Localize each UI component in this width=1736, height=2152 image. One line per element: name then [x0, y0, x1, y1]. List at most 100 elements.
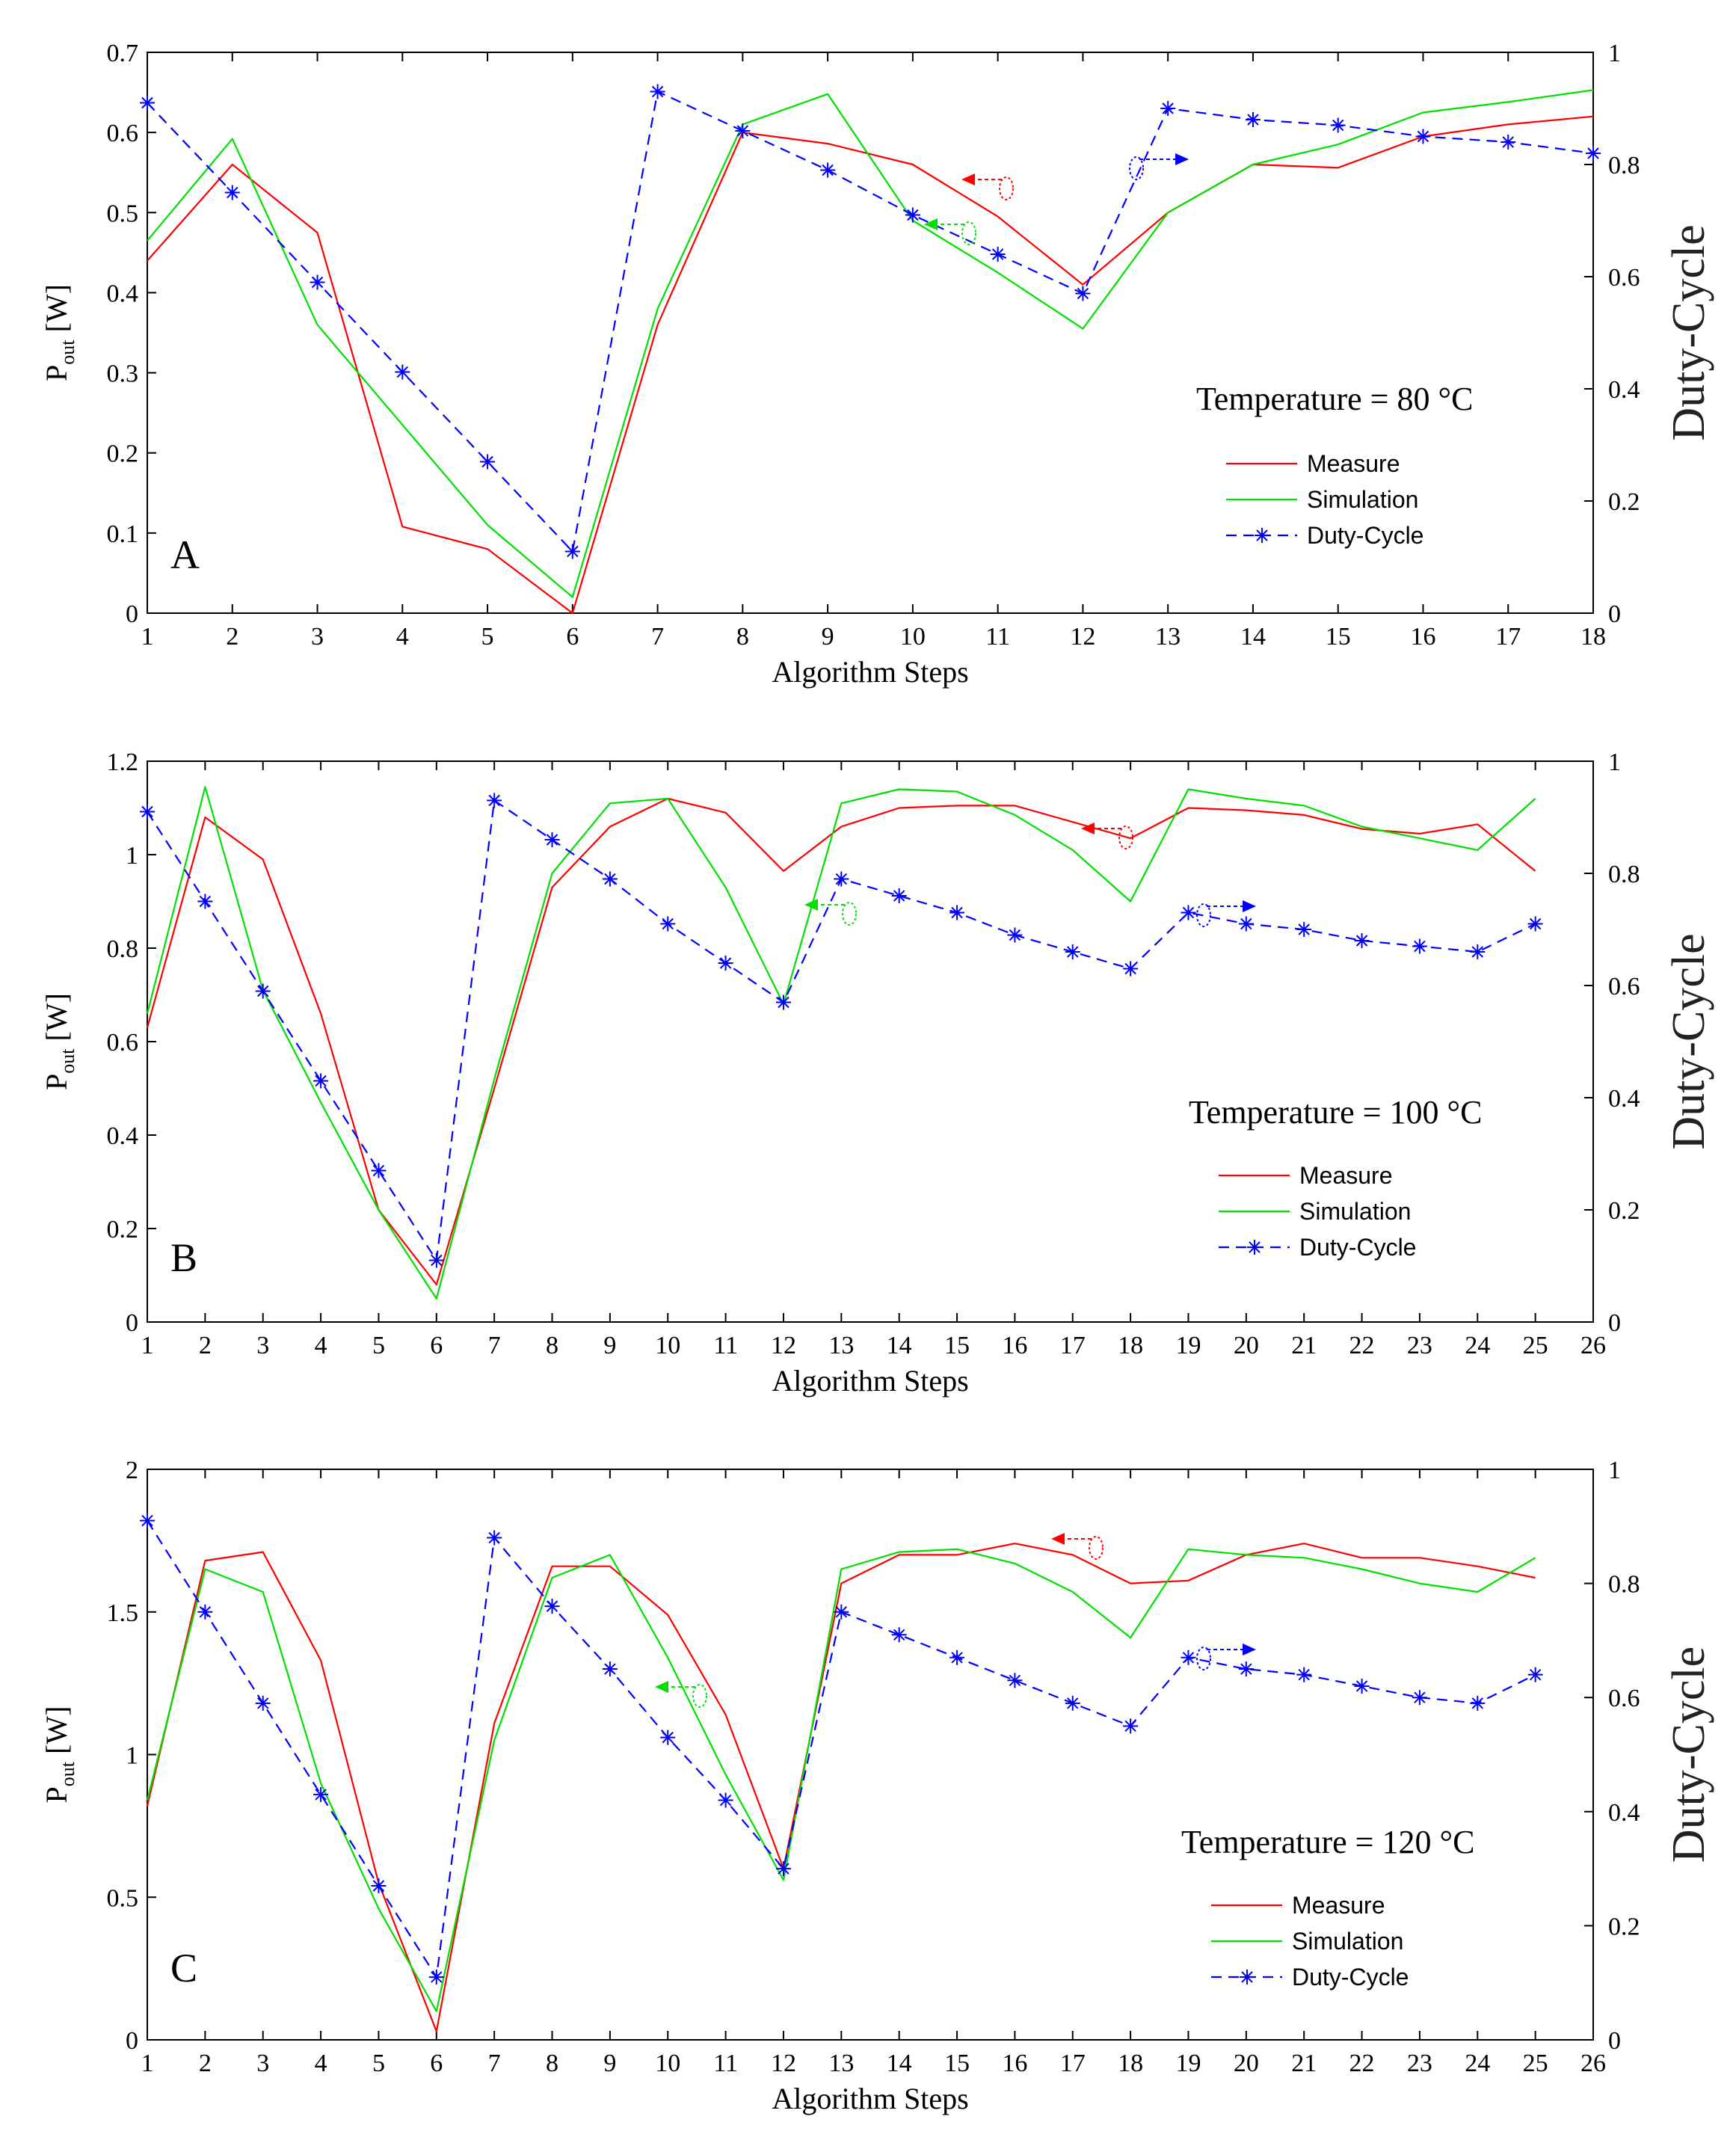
x-tick-label: 3 [311, 623, 324, 651]
duty-cycle-point [775, 1861, 791, 1877]
legend: Measure Simulation Duty-Cycle [1211, 1892, 1409, 1990]
duty-cycle-point [313, 1073, 329, 1089]
duty-cycle-point [660, 1730, 676, 1745]
x-tick-label: 10 [655, 2050, 680, 2077]
duty-cycle-point [820, 162, 836, 178]
y-tick-label: 0.1 [107, 520, 139, 548]
duty-cycle-point [1123, 1718, 1139, 1734]
duty-cycle-point [487, 793, 502, 808]
asterisk-stroke [1240, 917, 1252, 930]
x-tick-label: 25 [1523, 1332, 1548, 1359]
duty-cycle-point [1415, 129, 1431, 144]
temperature-annotation: Temperature = 100 °C [1189, 1094, 1482, 1131]
y2-axis-label: Duty-Cycle [1663, 224, 1714, 440]
y2-tick-label: 0.4 [1608, 1799, 1640, 1827]
asterisk-stroke [396, 366, 409, 378]
asterisk-stroke [719, 957, 732, 969]
x-tick-label: 10 [655, 1332, 680, 1359]
x-tick-label: 20 [1234, 1332, 1259, 1359]
asterisk-stroke [604, 1663, 616, 1675]
measure-line [147, 115, 1594, 615]
series-group [140, 1513, 1543, 2032]
axis-ellipse [1089, 1536, 1104, 1560]
y-tick-label: 1 [126, 1742, 138, 1770]
y2-tick-label: 0 [1608, 2027, 1621, 2055]
asterisk-stroke [546, 1600, 558, 1612]
asterisk-stroke [662, 917, 674, 930]
duty-cycle-point [834, 871, 849, 887]
y-tick-label: 1.5 [107, 1599, 139, 1627]
asterisk-stroke [141, 96, 153, 109]
asterisk-stroke [315, 1789, 327, 1801]
y-tick-label: 2 [126, 1457, 138, 1484]
x-tick-label: 12 [771, 2050, 796, 2077]
y2-axis-label: Duty-Cycle [1663, 933, 1714, 1149]
y2-tick-label: 0 [1608, 1309, 1621, 1337]
y-tick-label: 0.8 [107, 935, 139, 963]
duty-cycle-point [564, 544, 580, 559]
x-axis-label: Algorithm Steps [772, 655, 968, 689]
asterisk-stroke [662, 1731, 674, 1744]
duty-cycle-point [1412, 1690, 1427, 1706]
panel-label: C [170, 1946, 197, 1990]
duty-cycle-point [544, 1599, 560, 1614]
legend-label: Duty-Cycle [1299, 1234, 1416, 1261]
duty-cycle-point [949, 1650, 965, 1665]
y-tick-label: 0.7 [107, 40, 139, 67]
x-tick-label: 6 [430, 2050, 443, 2077]
duty-cycle-point [1330, 117, 1346, 133]
panel-label: A [170, 532, 200, 577]
x-tick-label: 26 [1580, 2050, 1606, 2077]
asterisk-stroke [257, 985, 269, 997]
duty-cycle-point [1075, 286, 1091, 301]
asterisk-stroke [1529, 917, 1542, 930]
asterisk-stroke [1298, 923, 1310, 935]
duty-cycle-point [1586, 146, 1601, 161]
arrow-head [655, 1681, 668, 1693]
y-axis-label: Pout [W] [40, 284, 79, 381]
asterisk-stroke [1332, 119, 1344, 132]
x-tick-label: 14 [887, 1332, 912, 1359]
arrow-head [1243, 1644, 1256, 1655]
x-tick-label: 6 [430, 1332, 443, 1359]
duty-cycle-point [255, 1695, 271, 1711]
y-axis-label-sub: out [57, 1761, 79, 1786]
asterisk-stroke [951, 1652, 963, 1664]
duty-cycle-point [255, 983, 271, 999]
y2-tick-label: 0.4 [1608, 376, 1640, 404]
arrow-head [804, 899, 818, 911]
asterisk-stroke [1471, 1697, 1483, 1709]
legend-marker [1241, 1971, 1253, 1983]
duty-cycle-point [602, 871, 618, 887]
x-tick-label: 11 [985, 623, 1010, 651]
duty-cycle-point [140, 1513, 155, 1528]
right-axis-arrow [1196, 1644, 1256, 1670]
right-axis-arrow [1196, 900, 1256, 927]
duty-cycle-point [428, 1252, 444, 1268]
asterisk-stroke [1298, 1668, 1310, 1681]
axis-ellipse [1196, 903, 1211, 927]
asterisk-stroke [1162, 102, 1174, 114]
asterisk-stroke [311, 276, 324, 289]
x-tick-label: 9 [603, 2050, 616, 2077]
y-axis-label: Pout [W] [40, 993, 79, 1090]
y-axis-label: Pout [W] [40, 1706, 79, 1804]
y2-tick-label: 0.2 [1608, 1913, 1640, 1940]
axis-ellipse [961, 221, 976, 245]
duty-cycle-line [147, 90, 1594, 553]
duty-cycle-point [313, 1786, 329, 1802]
asterisk-stroke [991, 248, 1004, 260]
duty-cycle-point [718, 956, 733, 971]
duty-cycle-point [1181, 905, 1196, 920]
asterisk-stroke [199, 1606, 212, 1618]
asterisk-stroke [651, 85, 664, 98]
y-tick-label: 0.5 [107, 1884, 139, 1912]
x-tick-label: 2 [199, 2050, 212, 2077]
x-tick-label: 6 [566, 623, 579, 651]
x-tick-label: 15 [944, 2050, 970, 2077]
x-tick-label: 7 [651, 623, 664, 651]
asterisk-stroke [546, 834, 558, 846]
duty-cycle-point [140, 804, 155, 820]
duty-cycle-point [1412, 938, 1427, 954]
legend: Measure Simulation Duty-Cycle [1219, 1162, 1416, 1261]
